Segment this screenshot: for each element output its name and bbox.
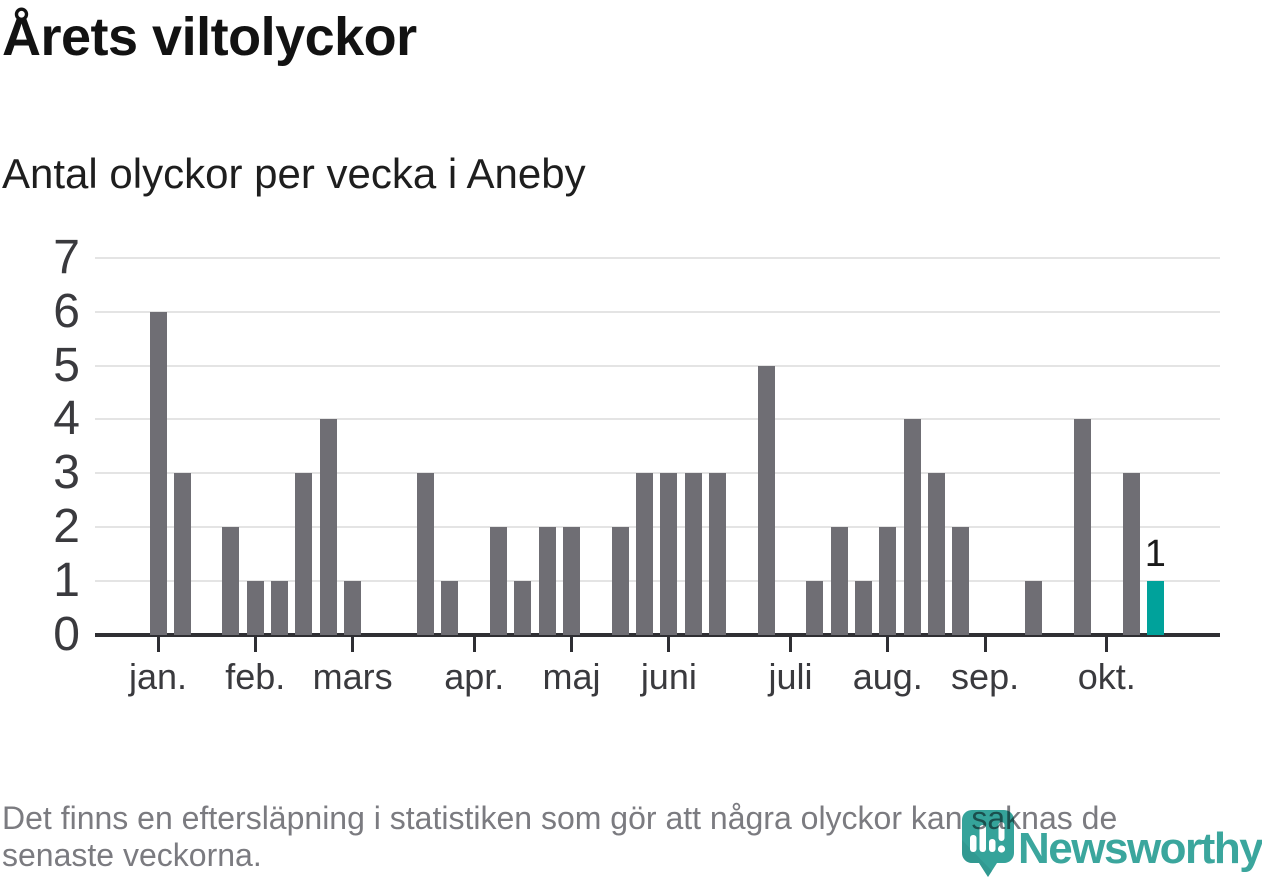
- x-axis-tick-mars: [351, 637, 355, 652]
- bar-week-29: [830, 527, 848, 635]
- x-axis-tick-aug: [886, 637, 890, 652]
- newsworthy-logo: Newsworthy: [960, 808, 1262, 879]
- footer-note: Det finns en eftersläpning i statistiken…: [2, 800, 1252, 874]
- x-axis-tick-jan: [156, 637, 160, 652]
- x-axis-tick-feb: [253, 637, 257, 652]
- x-axis-tick-maj: [570, 637, 574, 652]
- bar-week-2: [173, 473, 191, 635]
- y-axis-tick-label: 5: [53, 338, 80, 392]
- bar-week-33: [927, 473, 945, 635]
- footer-note-line1: Det finns en eftersläpning i statistiken…: [2, 800, 1118, 836]
- x-axis-line: [95, 633, 1220, 637]
- x-axis-label-mars: mars: [312, 656, 393, 697]
- gridline-y3: [95, 472, 1220, 475]
- gridline-y4: [95, 418, 1220, 421]
- x-axis-tick-sep: [983, 637, 987, 652]
- x-axis-label-aug: aug.: [852, 656, 923, 697]
- bar-week-28: [806, 581, 824, 635]
- x-axis-label-juni: juni: [640, 656, 697, 697]
- bar-week-24: [708, 473, 726, 635]
- chart-subtitle: Antal olyckor per vecka i Aneby: [2, 150, 586, 197]
- x-axis-label-okt: okt.: [1077, 656, 1136, 697]
- bar-week-42: [1146, 581, 1164, 635]
- bar-week-37: [1025, 581, 1043, 635]
- bar-week-21: [636, 473, 654, 635]
- newsworthy-pin-icon: [962, 810, 1014, 877]
- y-axis-tick-label: 1: [53, 554, 80, 608]
- bar-week-18: [563, 527, 581, 635]
- bar-week-15: [490, 527, 508, 635]
- bar-week-30: [854, 581, 872, 635]
- x-axis-label-juli: juli: [768, 656, 813, 697]
- bar-week-22: [660, 473, 678, 635]
- bar-week-26: [757, 365, 775, 635]
- bar-week-8: [319, 419, 337, 635]
- bar-week-34: [952, 527, 970, 635]
- bar-week-31: [879, 527, 897, 635]
- bar-week-4: [222, 527, 240, 635]
- x-axis-label-maj: maj: [542, 656, 601, 697]
- bar-week-13: [441, 581, 459, 635]
- y-axis-tick-label: 2: [53, 500, 80, 554]
- bar-week-6: [271, 581, 289, 635]
- newsworthy-wordmark: Newsworthy: [1018, 824, 1262, 873]
- y-axis-tick-label: 0: [53, 608, 80, 661]
- footer-note-line2: senaste veckorna.: [2, 837, 262, 873]
- bar-week-17: [538, 527, 556, 635]
- bar-week-16: [514, 581, 532, 635]
- bar-week-7: [295, 473, 313, 635]
- x-axis-label-feb: feb.: [225, 656, 286, 697]
- bar-week-23: [684, 473, 702, 635]
- x-axis-label-sep: sep.: [951, 656, 1020, 697]
- x-axis-tick-okt: [1105, 637, 1109, 652]
- highlight-bar-value-label: 1: [1144, 533, 1166, 576]
- bar-week-39: [1073, 419, 1091, 635]
- x-axis-label-jan: jan.: [128, 656, 188, 697]
- bar-week-5: [246, 581, 264, 635]
- bar-week-12: [417, 473, 435, 635]
- pin-bars-icon: [970, 822, 1006, 853]
- gridline-y7: [95, 256, 1220, 259]
- x-axis-label-apr: apr.: [444, 656, 505, 697]
- x-axis-tick-juli: [788, 637, 792, 652]
- gridline-y5: [95, 364, 1220, 367]
- bar-week-1: [149, 311, 167, 635]
- x-axis-tick-apr: [472, 637, 476, 652]
- bar-week-9: [344, 581, 362, 635]
- y-axis-tick-label: 7: [53, 230, 80, 284]
- bar-week-41: [1122, 473, 1140, 635]
- gridline-y6: [95, 310, 1220, 313]
- y-axis-tick-label: 6: [53, 284, 80, 338]
- y-axis-tick-label: 3: [53, 446, 80, 500]
- bar-week-20: [611, 527, 629, 635]
- gridline-y1: [95, 580, 1220, 583]
- page-title: Årets viltolyckor: [2, 7, 417, 67]
- gridline-y2: [95, 526, 1220, 529]
- x-axis-tick-juni: [667, 637, 671, 652]
- bar-week-32: [903, 419, 921, 635]
- y-axis-tick-label: 4: [53, 392, 80, 446]
